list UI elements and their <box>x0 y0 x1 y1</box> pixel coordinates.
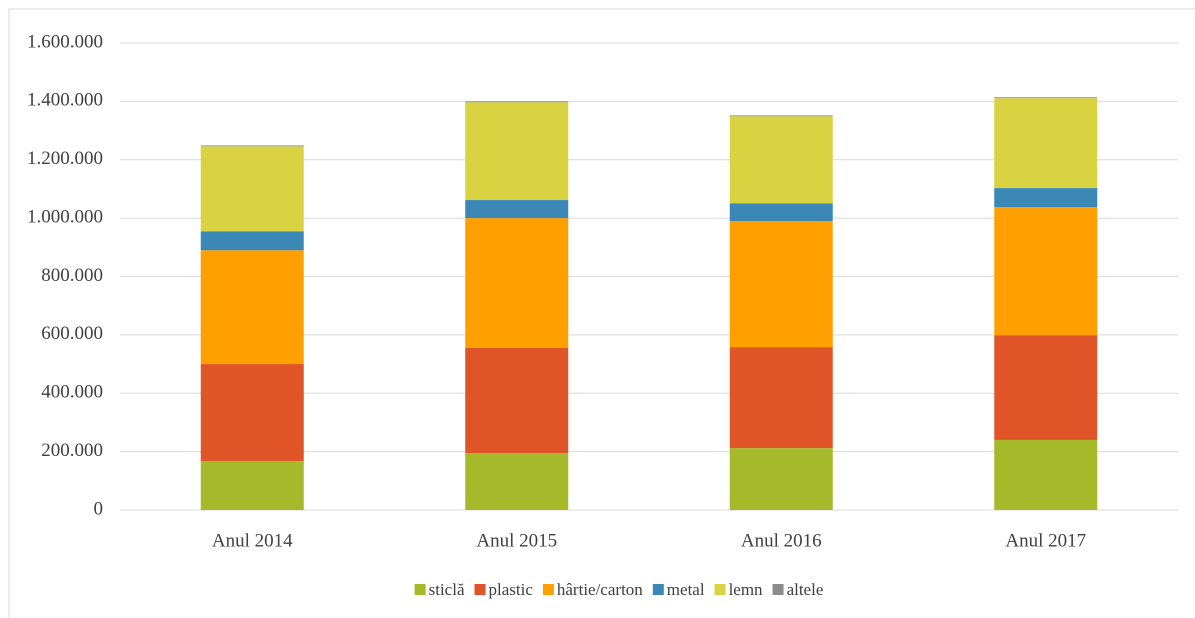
bar-segment <box>465 218 569 349</box>
y-tick-label: 600.000 <box>41 323 103 344</box>
bar-segment <box>465 200 569 219</box>
bar-segment <box>729 221 833 348</box>
legend-label: metal <box>667 580 705 599</box>
legend-label: altele <box>787 580 824 599</box>
bar-segment <box>994 207 1098 336</box>
y-tick-label: 1.000.000 <box>27 206 103 227</box>
legend-label: plastic <box>489 580 534 599</box>
bar-segment <box>729 116 833 204</box>
legend-swatch <box>414 584 426 595</box>
y-tick-label: 1.200.000 <box>27 148 103 169</box>
bar-segment <box>200 231 304 251</box>
legend-swatch <box>714 584 726 595</box>
bar-segment <box>465 453 569 510</box>
bar-segment <box>994 98 1098 189</box>
bar-segment <box>200 146 304 232</box>
x-tick-label: Anul 2017 <box>1005 530 1086 551</box>
bar-segment <box>465 348 569 454</box>
bar-segment <box>465 101 569 103</box>
x-tick-label: Anul 2016 <box>741 530 822 551</box>
x-tick-label: Anul 2015 <box>476 530 557 551</box>
bar-segment <box>994 335 1098 440</box>
legend-label: sticlă <box>429 580 465 599</box>
chart-frame <box>8 8 1195 618</box>
bar-segment <box>200 460 304 510</box>
bar-segment <box>994 439 1098 510</box>
y-tick-label: 800.000 <box>41 265 103 286</box>
y-tick-label: 200.000 <box>41 440 103 461</box>
bar-segment <box>729 203 833 222</box>
legend-label: hârtie/carton <box>557 580 643 599</box>
legend-label: lemn <box>729 580 763 599</box>
legend-swatch <box>652 584 664 595</box>
bar-segment <box>200 250 304 365</box>
bar-segment <box>994 188 1098 208</box>
legend-swatch <box>542 584 554 595</box>
bar-segment <box>729 448 833 510</box>
bar-segment <box>200 364 304 461</box>
x-tick-label: Anul 2014 <box>212 530 293 551</box>
y-tick-label: 400.000 <box>41 382 103 403</box>
y-tick-label: 1.400.000 <box>27 90 103 111</box>
bar-segment <box>729 115 833 117</box>
bar-segment <box>200 145 304 147</box>
legend-swatch <box>474 584 486 595</box>
bar-segment <box>465 102 569 201</box>
bar-segment <box>729 347 833 449</box>
y-tick-label: 0 <box>94 498 104 519</box>
legend-swatch <box>772 584 784 595</box>
bar-segment <box>994 97 1098 99</box>
y-tick-label: 1.600.000 <box>27 31 103 52</box>
